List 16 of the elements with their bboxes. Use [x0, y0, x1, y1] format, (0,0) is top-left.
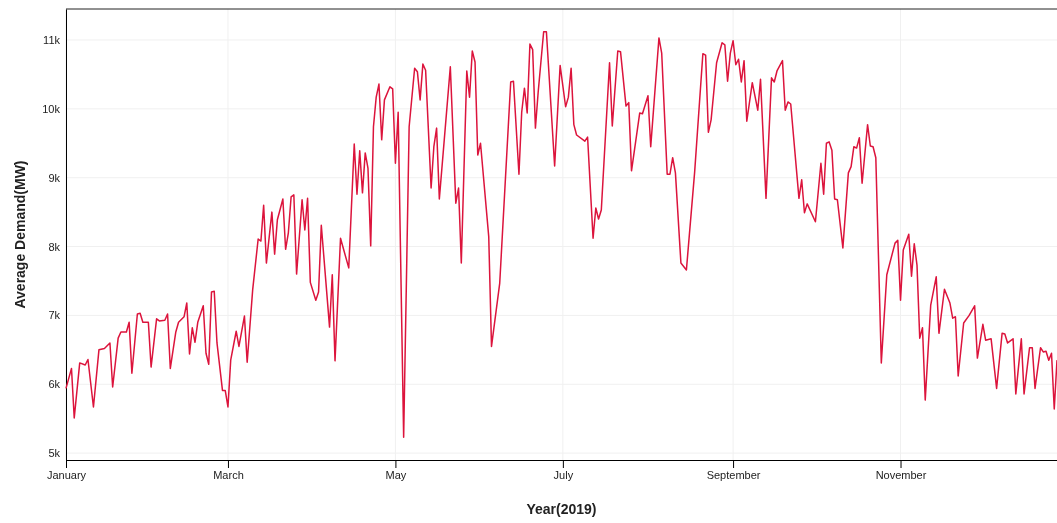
- y-tick-label: 6k: [48, 378, 61, 391]
- y-tick-label: 11k: [43, 34, 61, 46]
- y-tick-label: 10k: [42, 102, 61, 115]
- x-axis-title: Year(2019): [526, 501, 597, 517]
- y-tick-label: 8k: [48, 240, 61, 253]
- y-tick-label: 7k: [48, 309, 61, 322]
- x-tick-label: March: [213, 468, 244, 481]
- x-tick-label: January: [46, 468, 87, 481]
- x-tick-label: November: [875, 468, 927, 481]
- x-tick-label: July: [553, 468, 574, 481]
- line-series: [65, 30, 1057, 439]
- y-tick-label: 9k: [48, 171, 61, 184]
- x-tick-label: September: [706, 468, 761, 481]
- y-axis-title: Average Demand(MW): [12, 160, 28, 309]
- x-tick-label: May: [385, 468, 407, 481]
- y-tick-label: 5k: [48, 447, 61, 460]
